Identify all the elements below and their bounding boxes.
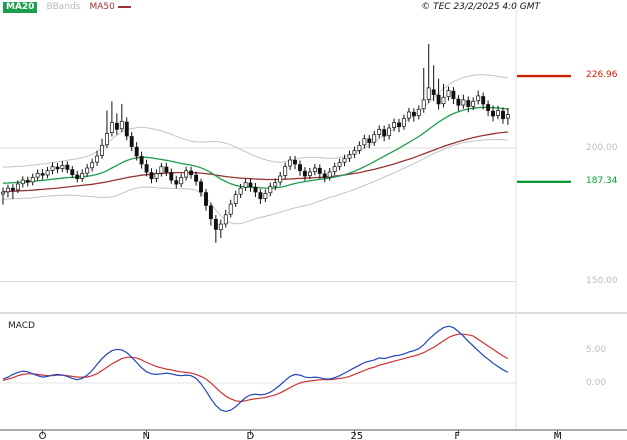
price-label-200: 200.00 [586, 143, 618, 153]
macd-panel-label: MACD [8, 321, 35, 331]
x-axis-label-O: O [38, 431, 47, 440]
macd-signal-line [2, 333, 509, 403]
legend: MA20 BBands MA50 [3, 1, 131, 13]
ma50-line [2, 131, 508, 193]
macd-axis-label-5: 5.00 [586, 345, 607, 355]
legend-bbands: BBands [46, 1, 81, 12]
gridlines [0, 147, 516, 384]
price-label-support: 187.34 [586, 176, 618, 186]
price-label-150: 150.00 [586, 276, 618, 286]
legend-ma50: MA50 [89, 1, 131, 13]
candlesticks [1, 43, 510, 243]
x-axis-label-F: F [454, 431, 461, 440]
bb-upper-line [2, 74, 508, 168]
x-axis-label-M: M [553, 431, 563, 440]
bollinger-bands [2, 74, 508, 225]
price-label-resistance: 226.96 [586, 70, 618, 80]
macd-axis-label-0: 0.00 [586, 378, 607, 388]
legend-ma20: MA20 [3, 1, 38, 13]
x-axis-label-N: N [142, 431, 151, 440]
ma50-line-swatch [117, 6, 131, 8]
level-markers [517, 74, 571, 184]
legend-ma50-label: MA50 [89, 1, 115, 12]
copyright-note: © TEC 23/2/2025 4:0 GMT [421, 2, 540, 12]
macd-line [2, 325, 509, 413]
x-axis-label-25: 25 [350, 431, 364, 440]
x-axis-label-D: D [246, 431, 255, 440]
bb-lower-line [2, 138, 508, 225]
